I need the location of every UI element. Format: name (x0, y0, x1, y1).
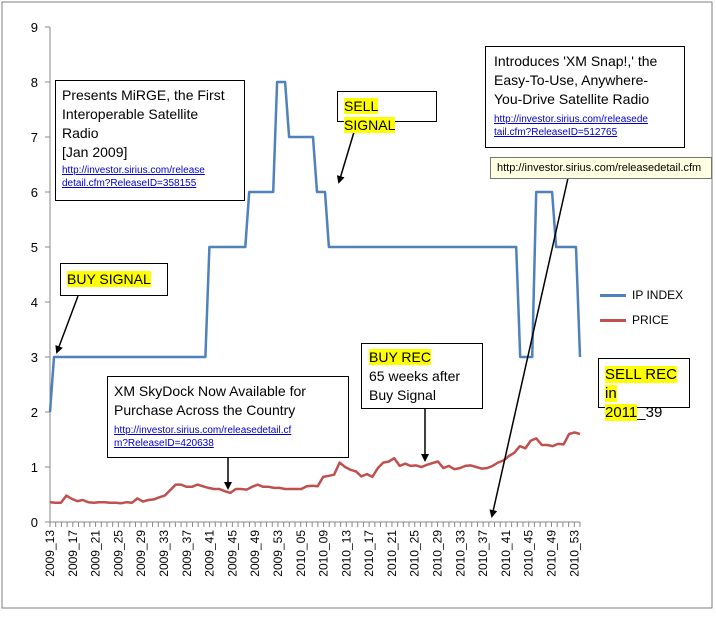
x-tick-label: 2010_17 (362, 530, 376, 577)
buy-rec-label: BUY REC (369, 349, 431, 365)
tooltip-url: http://investor.sirius.com/releasedetail… (497, 162, 702, 174)
annotation-sell-signal: SELL SIGNAL (337, 91, 437, 133)
x-tick-label: 2010_41 (499, 530, 513, 577)
x-axis: 2009_13 2009_17 2009_21 2009_25 2009_29 2009_… (43, 521, 581, 577)
x-tick-label: 2009_17 (66, 530, 80, 577)
x-tick-label: 2010_37 (476, 530, 490, 577)
y-tick-label: 8 (31, 75, 38, 90)
x-tick-label: 2010_49 (545, 530, 559, 577)
y-tick-label: 0 (31, 515, 38, 530)
y-tick-label: 9 (31, 20, 38, 35)
annotation-arrows (55, 121, 569, 518)
mirge-link[interactable]: detail.cfm?ReleaseID=358155 (62, 178, 197, 189)
x-tick-label: 2009_29 (134, 530, 148, 577)
x-tick-label: 2010_13 (339, 530, 353, 577)
annotation-text: Radio (62, 125, 99, 141)
y-tick-label: 6 (31, 185, 38, 200)
x-tick-label: 2010_53 (567, 530, 581, 577)
x-tick-label: 2009_37 (180, 530, 194, 577)
annotation-text: Introduces 'XM Snap!,' the (494, 53, 658, 69)
x-tick-label: 2009_13 (43, 530, 57, 577)
arrow-xm-snap (489, 177, 569, 518)
x-tick-label: 2010_25 (408, 530, 422, 577)
annotation-text: Interoperable Satellite (62, 106, 199, 122)
x-tick-label: 2009_41 (203, 530, 217, 577)
legend-label-ip-index: IP INDEX (632, 288, 684, 302)
annotation-text: XM SkyDock Now Available for (114, 383, 306, 399)
annotation-buy-signal: BUY SIGNAL (60, 263, 168, 296)
x-tick-label: 2010_09 (317, 530, 331, 577)
mirge-link[interactable]: http://investor.sirius.com/release (62, 165, 205, 176)
annotation-mirge: Presents MiRGE, the First Interoperable … (55, 80, 245, 201)
legend-swatch-price (600, 319, 626, 323)
xm-snap-link[interactable]: tail.cfm?ReleaseID=512765 (494, 127, 618, 138)
y-tick-label: 3 (31, 350, 38, 365)
series-price-line (49, 431, 581, 505)
annotation-text: 65 weeks after (369, 368, 461, 384)
y-tick-label: 1 (31, 460, 38, 475)
y-tick-label: 4 (31, 295, 38, 310)
legend-ip-index: IP INDEX (600, 288, 683, 302)
x-tick-label: 2009_21 (89, 530, 103, 577)
legend-price: PRICE (600, 313, 669, 327)
x-tick-label: 2010_29 (431, 530, 445, 577)
x-tick-label: 2010_45 (522, 530, 536, 577)
annotation-skydock: XM SkyDock Now Available for Purchase Ac… (107, 376, 349, 458)
sell-rec-label: SELL REC in (605, 366, 677, 402)
y-tick-label: 5 (31, 240, 38, 255)
y-tick-label: 7 (31, 130, 38, 145)
x-tick-label: 2009_25 (111, 530, 125, 577)
legend-label-price: PRICE (632, 313, 669, 327)
legend-swatch-ip-index (600, 294, 626, 298)
annotation-xm-snap: Introduces 'XM Snap!,' the Easy-To-Use, … (485, 46, 685, 148)
x-tick-label: 2009_53 (271, 530, 285, 577)
y-tick-label: 2 (31, 405, 38, 420)
series-lines (48, 80, 582, 505)
xm-snap-link[interactable]: http://investor.sirius.com/releasede (494, 114, 648, 125)
annotation-text: [Jan 2009] (62, 144, 128, 160)
x-tick-label: 2010_33 (453, 530, 467, 577)
annotation-sell-rec: SELL REC in 2011_39 (598, 358, 690, 421)
annotation-text: Presents MiRGE, the First (62, 87, 225, 103)
annotation-text: Buy Signal (369, 387, 436, 403)
url-tooltip: http://investor.sirius.com/releasedetail… (490, 157, 712, 179)
x-tick-label: 2009_33 (157, 530, 171, 577)
x-tick-label: 2009_49 (248, 530, 262, 577)
x-tick-label: 2010_21 (385, 530, 399, 577)
buy-signal-label: BUY SIGNAL (67, 271, 151, 287)
annotation-text: Easy-To-Use, Anywhere- (494, 72, 649, 88)
y-axis: 0 1 2 3 4 5 6 7 8 9 (31, 20, 51, 530)
annotation-text: You-Drive Satellite Radio (494, 91, 650, 107)
annotation-buy-rec: BUY REC 65 weeks after Buy Signal (361, 343, 483, 409)
skydock-link[interactable]: http://investor.sirius.com/releasedetail… (114, 425, 292, 436)
x-tick-label: 2010_05 (294, 530, 308, 577)
sell-signal-label: SELL SIGNAL (344, 98, 396, 133)
annotation-text: Purchase Across the Country (114, 402, 296, 418)
skydock-link[interactable]: m?ReleaseID=420638 (114, 438, 214, 449)
series-ip-index-line (48, 80, 582, 413)
sell-rec-week: _39 (637, 404, 663, 421)
sell-rec-year: 2011 (605, 404, 638, 421)
x-tick-label: 2009_45 (225, 530, 239, 577)
arrow-buy-signal (55, 295, 79, 354)
